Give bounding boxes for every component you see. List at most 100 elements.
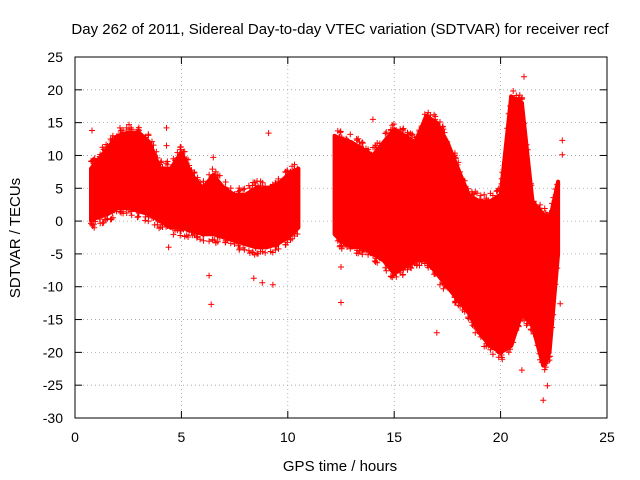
data-point <box>425 264 432 271</box>
data-point <box>272 247 279 253</box>
x-tick-label: 15 <box>386 429 402 445</box>
data-point <box>224 235 231 242</box>
data-point <box>177 232 184 239</box>
outlier-point <box>521 73 527 80</box>
data-point <box>521 120 528 127</box>
data-point <box>530 330 537 337</box>
data-point <box>214 233 221 239</box>
data-point <box>418 123 425 130</box>
outlier-point <box>557 300 564 307</box>
data-point <box>206 171 213 178</box>
outlier-point <box>91 224 98 231</box>
data-point <box>355 250 362 257</box>
data-point <box>151 221 158 228</box>
data-point <box>120 210 127 217</box>
data-point <box>107 136 114 143</box>
data-point <box>382 264 389 271</box>
y-tick-label: -20 <box>43 344 63 360</box>
data-point <box>200 183 207 190</box>
data-point <box>530 198 537 205</box>
data-point <box>183 156 190 163</box>
outlier-point <box>269 281 276 288</box>
data-point <box>159 163 166 170</box>
data-point <box>355 135 362 142</box>
data-point <box>245 182 252 189</box>
data-point <box>550 194 557 201</box>
outlier-point <box>208 301 215 308</box>
y-tick-label: -25 <box>43 377 63 393</box>
data-point <box>359 140 366 147</box>
outlier-point <box>259 279 266 286</box>
data-point <box>477 333 484 340</box>
data-point <box>109 209 116 216</box>
data-point <box>393 127 400 134</box>
data-point <box>439 124 446 130</box>
y-tick-label: 10 <box>47 147 63 163</box>
data-point <box>382 130 389 137</box>
data-point <box>459 176 466 183</box>
data-point <box>397 126 404 133</box>
data-point <box>477 192 484 199</box>
data-point <box>388 273 395 280</box>
data-point <box>142 217 149 224</box>
data-point <box>489 351 496 358</box>
data-point <box>408 132 415 139</box>
x-tick-label: 25 <box>599 429 615 445</box>
x-tick-label: 5 <box>178 429 186 445</box>
data-point <box>212 168 219 175</box>
data-point <box>250 249 257 256</box>
data-point <box>117 208 123 215</box>
data-point <box>275 240 282 247</box>
data-point <box>120 127 127 134</box>
data-point <box>236 187 243 194</box>
outlier-point <box>518 367 525 374</box>
data-point <box>183 232 190 239</box>
data-point <box>390 121 397 128</box>
data-point <box>347 131 354 138</box>
data-point <box>282 168 289 175</box>
data-point <box>174 227 181 234</box>
data-point <box>552 186 559 192</box>
series-band <box>547 179 561 355</box>
data-point <box>343 241 350 248</box>
outlier-point <box>250 275 257 282</box>
outlier-point <box>516 92 523 99</box>
data-point <box>515 96 522 103</box>
data-point <box>357 143 364 150</box>
data-point <box>549 324 556 331</box>
outlier-point <box>559 151 566 158</box>
y-tick-label: 0 <box>55 213 63 229</box>
data-point <box>191 170 198 176</box>
data-point <box>537 201 544 208</box>
data-point <box>180 148 187 155</box>
data-point <box>476 330 483 337</box>
outlier-point <box>210 154 217 161</box>
data-point <box>135 213 142 220</box>
data-point <box>275 245 282 252</box>
data-point <box>337 128 344 135</box>
data-point <box>149 138 155 145</box>
data-point <box>523 141 530 148</box>
data-point <box>245 247 252 254</box>
x-tick-label: 0 <box>71 429 79 445</box>
data-point <box>365 251 372 258</box>
data-point <box>206 238 213 245</box>
data-point <box>359 247 366 254</box>
outlier-point <box>206 272 213 279</box>
data-point <box>397 269 404 276</box>
data-point <box>465 185 471 192</box>
data-point <box>209 166 216 173</box>
data-point <box>170 231 177 238</box>
data-point <box>197 236 204 243</box>
data-point <box>157 224 164 230</box>
outlier-point <box>338 299 344 306</box>
data-point <box>254 250 260 257</box>
data-point <box>499 356 506 363</box>
data-point <box>498 180 505 187</box>
data-point <box>257 245 264 252</box>
data-point <box>408 265 415 272</box>
y-tick-label: -5 <box>51 246 64 262</box>
x-axis-label: GPS time / hours <box>283 458 397 475</box>
data-point <box>135 124 142 131</box>
